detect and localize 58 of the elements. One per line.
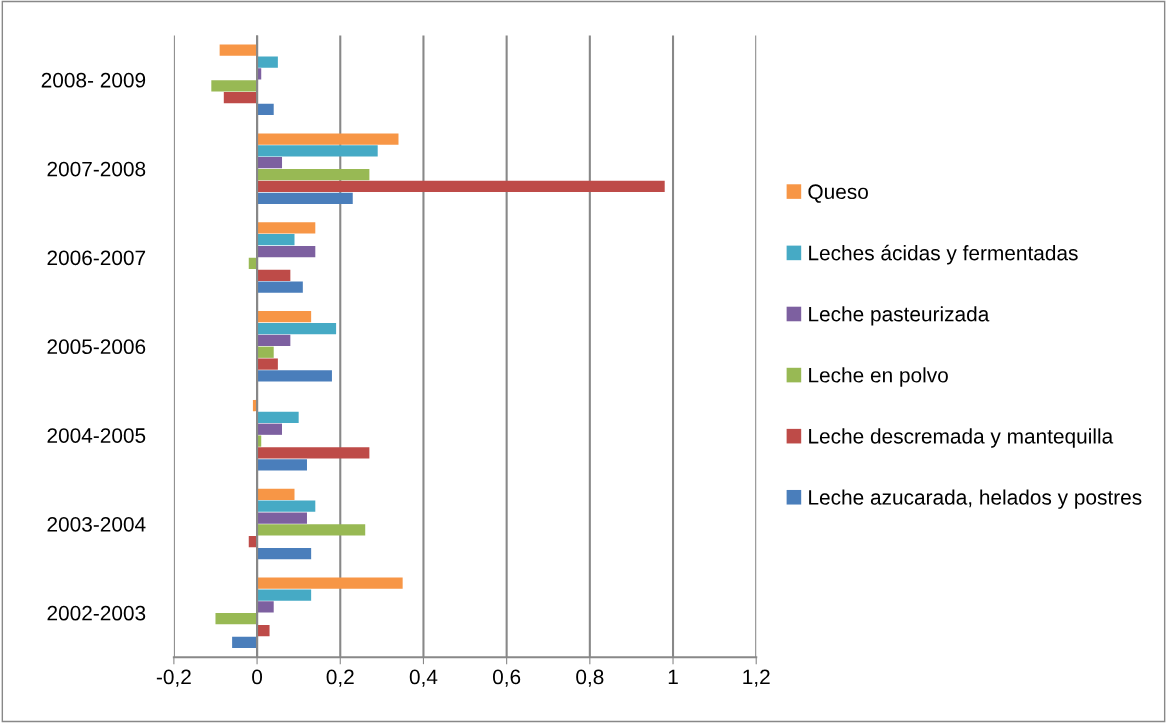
x-tick-label: 0 — [252, 669, 263, 685]
bar — [257, 524, 366, 536]
bar — [232, 636, 258, 649]
bar — [257, 447, 370, 459]
bar — [257, 370, 332, 382]
y-tick-label: 2003-2004 — [47, 516, 146, 532]
bar — [257, 157, 283, 169]
bar — [257, 133, 399, 145]
bar — [257, 56, 278, 68]
bar — [257, 269, 291, 281]
y-tick-label: 2002-2003 — [47, 605, 146, 621]
legend-label: Leche descremada y mantequilla — [809, 428, 1114, 448]
legend-label: Leche azucarada, helados y postres — [809, 489, 1142, 509]
bar — [257, 103, 274, 116]
legend-label: Leche en polvo — [809, 367, 948, 387]
y-tick-label: 2006-2007 — [47, 250, 146, 266]
bar — [219, 44, 258, 56]
x-tick-label: 0,4 — [409, 669, 438, 687]
x-tick-label: -0,2 — [156, 669, 191, 687]
bar — [257, 311, 312, 323]
bar — [257, 500, 316, 512]
bar — [257, 180, 665, 193]
bar — [257, 168, 370, 181]
bar — [257, 601, 274, 613]
legend-label: Queso — [808, 184, 868, 203]
bar — [257, 234, 295, 246]
bar — [257, 512, 307, 524]
bar — [257, 423, 283, 435]
y-tick-label: 2004-2005 — [47, 428, 146, 443]
x-tick-label: 1 — [668, 669, 678, 685]
x-tick-label: 0,6 — [492, 669, 521, 687]
bar — [211, 80, 258, 92]
x-tick-label: 0,8 — [576, 669, 604, 687]
bar — [257, 589, 312, 601]
bar — [257, 145, 378, 157]
bar — [257, 346, 274, 358]
bar — [257, 411, 299, 423]
y-tick-label: 2007-2008 — [47, 161, 146, 177]
y-tick-label: 2008- 2009 — [41, 72, 146, 88]
bar — [257, 192, 353, 204]
legend-label: Leche pasteurizada — [809, 306, 990, 326]
bar — [257, 488, 295, 500]
bar — [257, 624, 270, 637]
bar — [257, 459, 307, 471]
bar — [257, 334, 291, 347]
bar — [257, 547, 312, 560]
bar — [257, 577, 403, 589]
bar — [223, 91, 258, 104]
x-tick-label: 1,2 — [743, 669, 770, 687]
bar — [257, 222, 316, 234]
bar — [257, 281, 303, 293]
y-tick-label: 2005-2006 — [47, 339, 146, 355]
legend-label: Leches ácidas y fermentadas — [809, 244, 1078, 265]
x-tick-label: 0,2 — [326, 669, 354, 687]
bar — [215, 613, 258, 625]
bar — [257, 322, 337, 335]
bar — [257, 245, 316, 258]
bar — [257, 358, 278, 370]
